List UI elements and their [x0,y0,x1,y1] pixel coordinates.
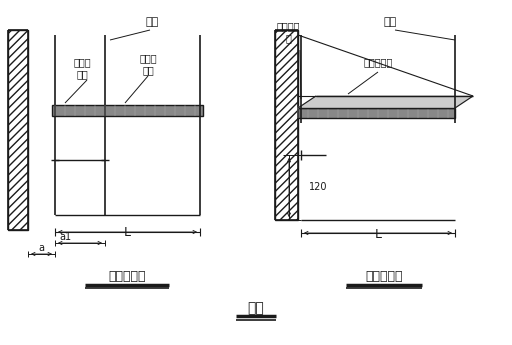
Polygon shape [298,96,473,108]
Text: a: a [38,243,44,253]
Text: 立杆: 立杆 [383,17,397,27]
Bar [8,30,28,230]
Text: 双排脚手架: 双排脚手架 [108,270,146,284]
Text: 纵向水
平杆: 纵向水 平杆 [139,53,157,75]
Bar [298,108,455,118]
Text: 横向水平
杆: 横向水平 杆 [276,21,300,43]
Text: 单排脚手架: 单排脚手架 [365,270,403,284]
Text: 纵向水平杆: 纵向水平杆 [364,57,393,67]
Text: L: L [374,227,381,240]
Text: a1: a1 [59,232,71,242]
Bar [52,105,203,116]
Text: 图一: 图一 [248,301,264,315]
Bar [275,30,298,220]
Text: 120: 120 [309,182,328,192]
Text: L: L [124,227,131,239]
Text: 立杆: 立杆 [145,17,159,27]
Text: 横向水
平杆: 横向水 平杆 [73,57,91,79]
